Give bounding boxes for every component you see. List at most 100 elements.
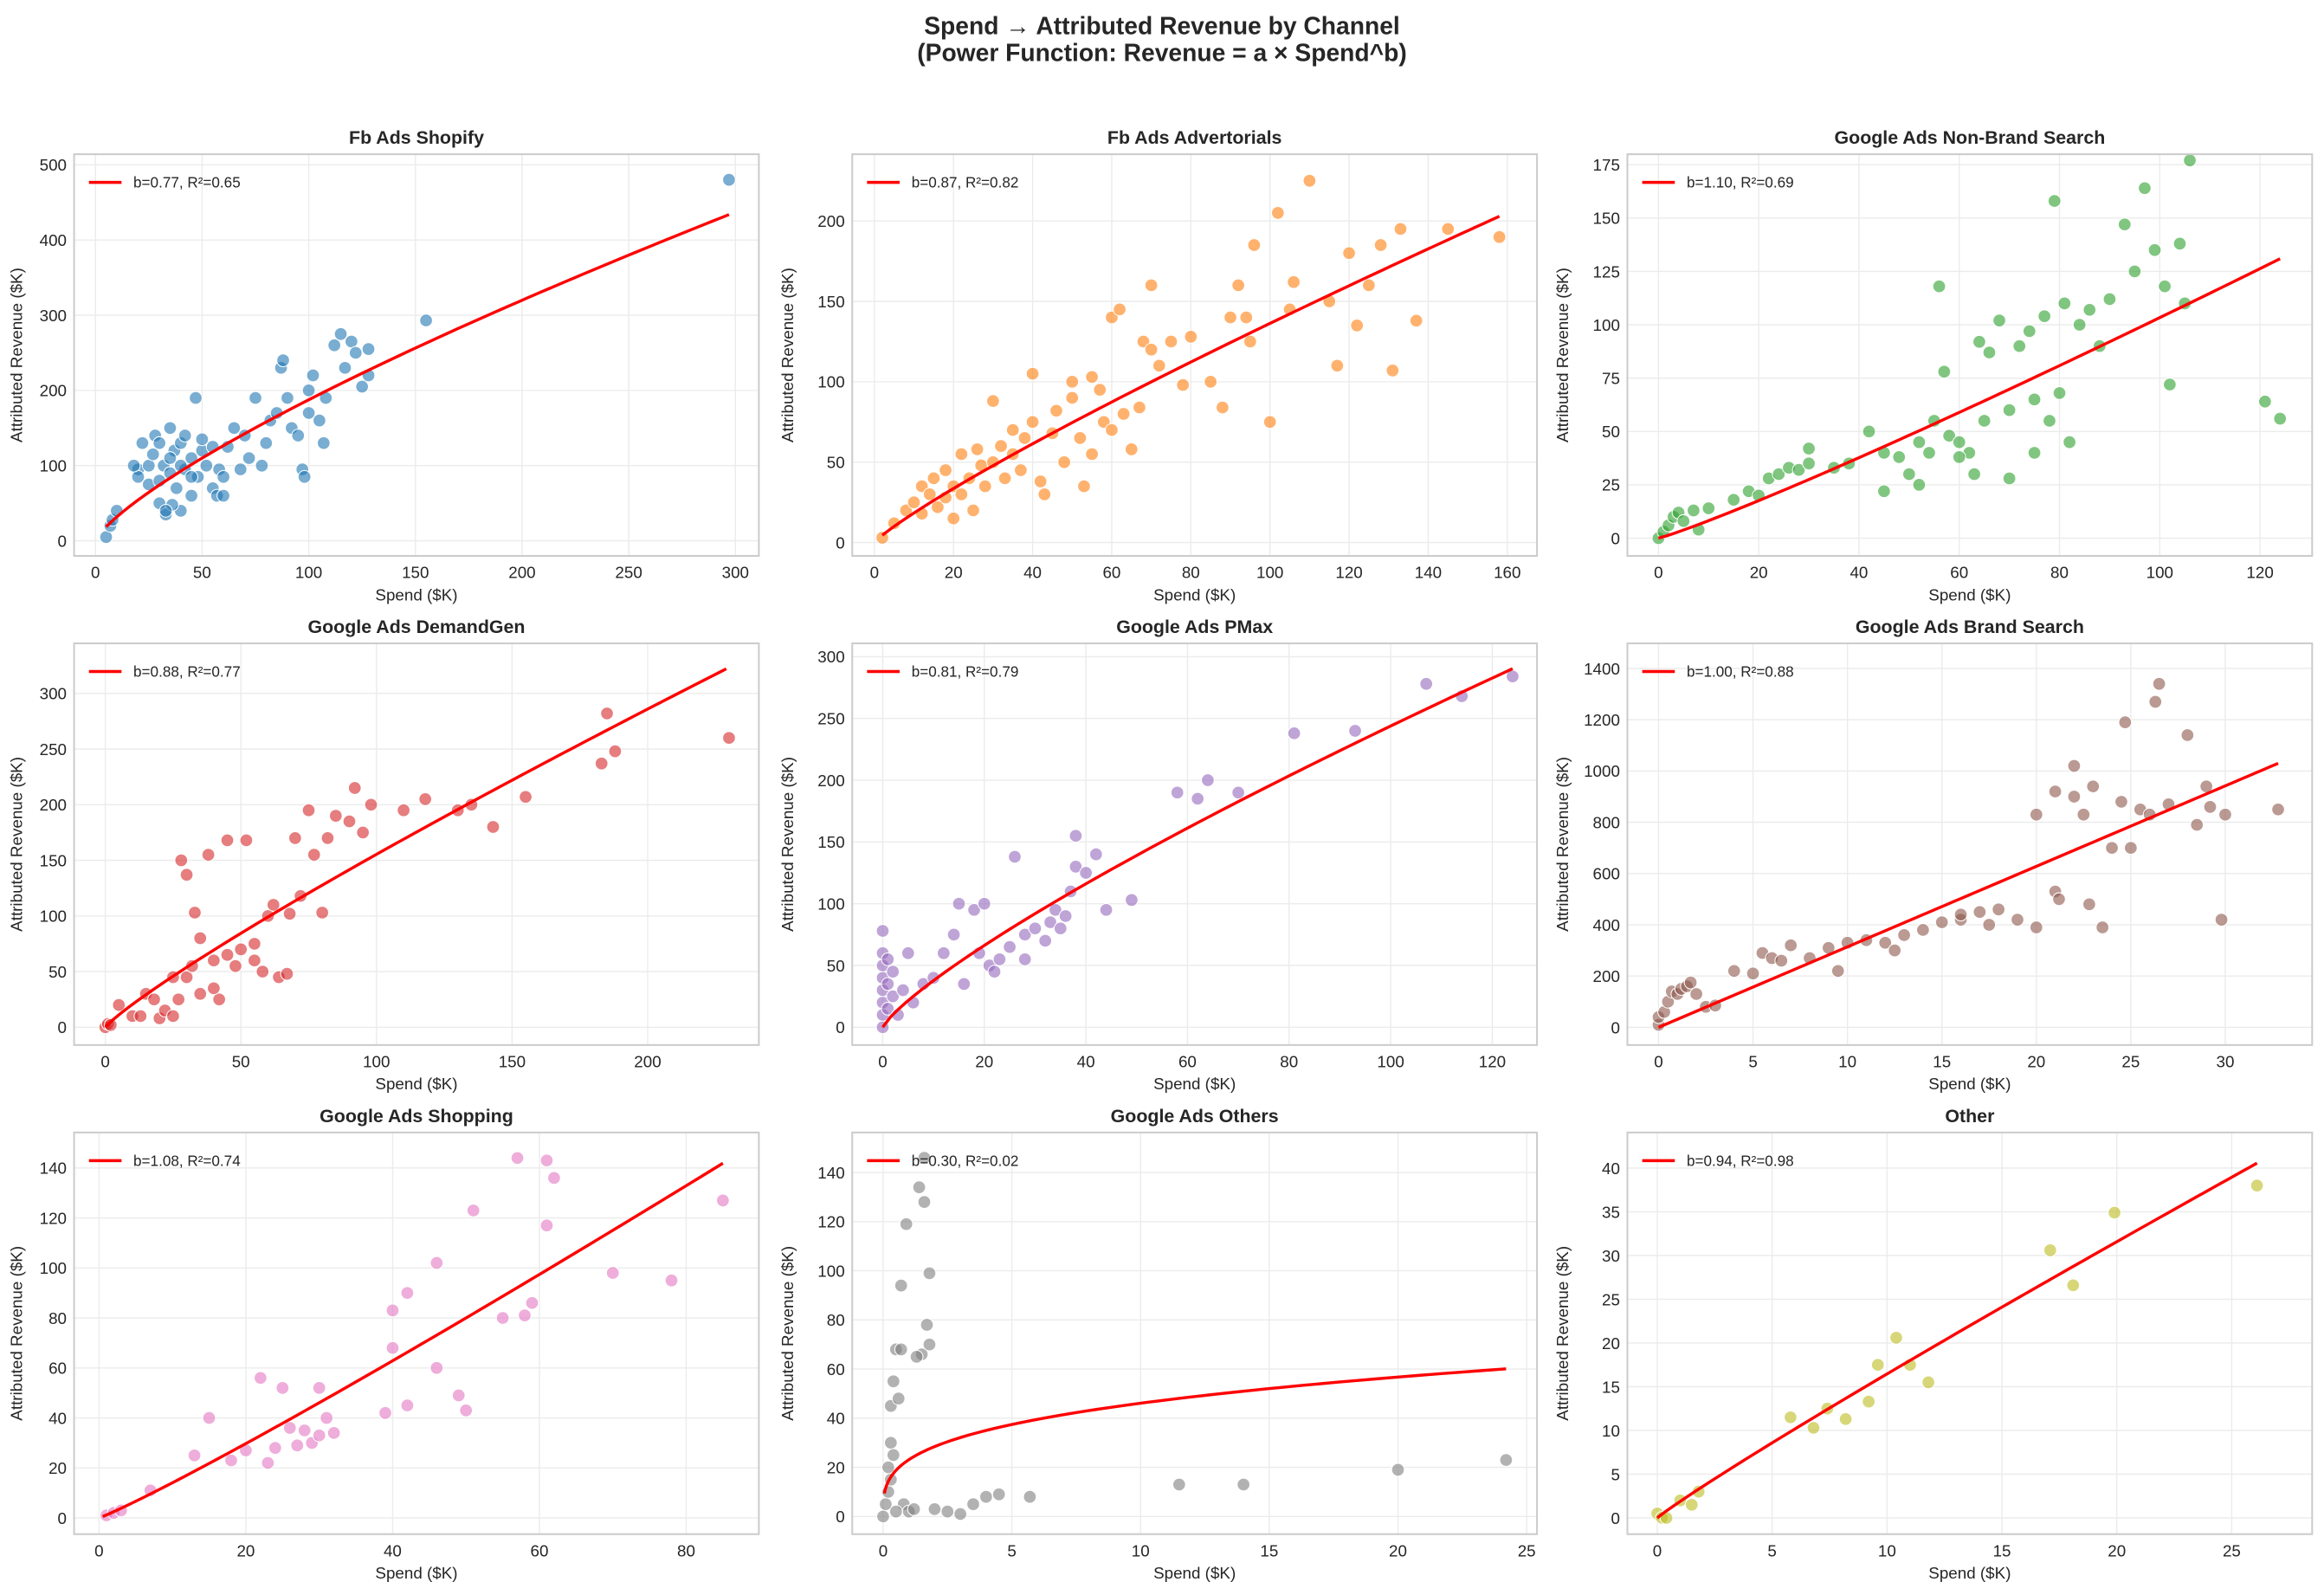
- x-tick-label: 60: [1178, 1053, 1197, 1071]
- y-tick-label: 400: [40, 231, 67, 249]
- y-tick-label: 200: [1593, 967, 1620, 985]
- data-point: [1441, 222, 1456, 236]
- data-point: [1053, 921, 1068, 936]
- data-point: [2203, 799, 2217, 814]
- data-point: [342, 814, 357, 829]
- y-tick-label: 20: [48, 1459, 67, 1477]
- y-tick-label: 30: [1602, 1247, 1620, 1265]
- data-point: [1684, 1497, 1699, 1512]
- data-point: [2082, 302, 2097, 317]
- data-point: [1889, 1331, 1903, 1345]
- y-axis-label: Attributed Revenue ($K): [8, 1246, 26, 1421]
- subplot-2: 0 20 40 60 80 100 120 140 160 0 50 100 150 200 b=0.87,…: [778, 127, 1539, 604]
- data-point: [418, 792, 433, 806]
- data-point: [1023, 1489, 1037, 1504]
- subplot-title: Google Ads Non-Brand Search: [1835, 127, 2106, 148]
- y-tick-label: 200: [40, 382, 67, 400]
- data-point: [195, 432, 210, 447]
- data-point: [1302, 173, 1317, 188]
- data-point: [1144, 342, 1159, 357]
- legend-label: b=0.81, R²=0.79: [912, 663, 1019, 680]
- data-point: [1025, 366, 1040, 381]
- data-point: [2183, 153, 2197, 168]
- data-point: [297, 469, 312, 484]
- data-point: [229, 959, 242, 973]
- data-point: [1262, 415, 1277, 429]
- data-point: [1802, 456, 1816, 471]
- data-point: [1231, 785, 1245, 800]
- y-tick-label: 1000: [1584, 762, 1620, 780]
- legend: b=1.08, R²=0.74: [88, 1153, 241, 1169]
- data-point: [174, 853, 189, 868]
- data-point: [953, 1507, 967, 1521]
- y-tick-label: 0: [1611, 529, 1619, 547]
- data-point: [1239, 310, 1254, 325]
- data-point: [926, 971, 940, 985]
- data-point: [216, 469, 230, 484]
- data-point: [1152, 358, 1166, 373]
- data-point: [385, 1303, 400, 1318]
- data-point: [338, 360, 352, 375]
- data-point: [2124, 841, 2138, 856]
- data-point: [163, 451, 178, 465]
- data-point: [333, 326, 348, 341]
- plot-area: [74, 154, 759, 556]
- data-point: [247, 953, 261, 968]
- x-axis-label: Spend ($K): [375, 585, 457, 604]
- axes-frame: [851, 1131, 1539, 1535]
- data-point: [301, 384, 316, 397]
- data-point: [886, 989, 901, 1004]
- x-tick-label: 0: [870, 564, 879, 582]
- data-point: [883, 1436, 898, 1450]
- x-tick-label: 60: [1950, 564, 1968, 582]
- y-axis-label: Attributed Revenue ($K): [778, 268, 797, 442]
- y-tick-label: 75: [1602, 370, 1620, 388]
- subplot-3: 0 20 40 60 80 100 120 0 25 50 75 100 125 150 175 b=1.10…: [1553, 127, 2314, 604]
- y-axis-label: Attributed Revenue ($K): [1553, 757, 1572, 932]
- data-point: [2072, 318, 2087, 332]
- data-point: [539, 1153, 554, 1168]
- data-point: [1362, 278, 1376, 293]
- data-point: [2273, 411, 2288, 426]
- data-point: [378, 1405, 392, 1420]
- y-tick-label: 40: [1602, 1159, 1620, 1178]
- data-point: [2163, 378, 2177, 391]
- data-point: [2022, 324, 2037, 339]
- legend: b=0.87, R²=0.82: [867, 175, 1018, 191]
- data-point: [1806, 1421, 1821, 1435]
- y-tick-label: 80: [48, 1309, 67, 1327]
- data-point: [179, 868, 194, 882]
- x-axis-label: Spend ($K): [375, 1564, 457, 1582]
- data-point: [282, 1421, 297, 1435]
- y-tick-label: 0: [58, 532, 67, 550]
- x-tick-label: 0: [1654, 564, 1662, 582]
- data-point: [233, 462, 248, 476]
- y-tick-label: 300: [40, 685, 67, 703]
- data-point: [2152, 676, 2166, 691]
- data-point: [320, 1411, 334, 1425]
- legend-label: b=0.30, R²=0.02: [912, 1153, 1019, 1169]
- data-point: [1049, 404, 1063, 418]
- x-axis-label: Spend ($K): [1153, 585, 1236, 604]
- data-point: [291, 429, 306, 442]
- y-tick-label: 40: [48, 1409, 67, 1427]
- plot-area: [1627, 643, 2313, 1045]
- subplot-title: Google Ads Others: [1111, 1106, 1279, 1127]
- x-tick-label: 100: [1377, 1053, 1404, 1071]
- data-point: [894, 1342, 908, 1357]
- x-tick-label: 25: [1518, 1541, 1536, 1559]
- data-point: [922, 487, 937, 501]
- data-point: [145, 447, 160, 462]
- data-point: [608, 744, 623, 759]
- data-point: [1916, 923, 1930, 937]
- y-axis-label: Attributed Revenue ($K): [1553, 1246, 1572, 1421]
- data-point: [1385, 364, 1400, 378]
- data-point: [907, 495, 921, 510]
- x-tick-label: 50: [193, 564, 211, 582]
- data-point: [1065, 391, 1080, 405]
- data-point: [1977, 414, 1992, 428]
- data-point: [1270, 206, 1285, 220]
- axes-frame: [73, 1131, 760, 1535]
- data-point: [280, 966, 294, 981]
- data-point: [429, 1360, 444, 1375]
